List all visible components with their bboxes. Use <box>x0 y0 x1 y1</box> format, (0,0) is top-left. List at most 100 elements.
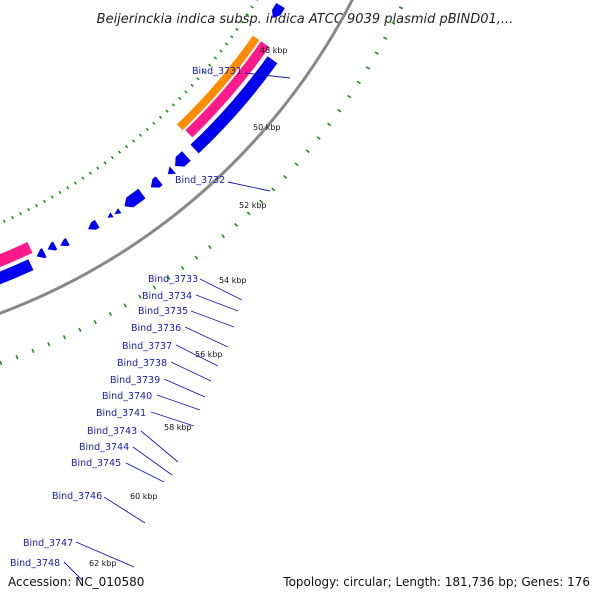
outer-tick <box>283 175 288 179</box>
inner-tick <box>43 199 46 203</box>
inner-tick <box>110 155 114 160</box>
gene-labels: Bind_3731 Bind_3732 Bind_3733 Bind_3734 … <box>10 66 242 569</box>
inner-tick <box>73 181 77 185</box>
gene-feature <box>150 176 163 188</box>
gene-label[interactable]: Bind_3741 <box>96 408 146 419</box>
outer-tick <box>271 187 276 192</box>
leader-line <box>156 394 201 411</box>
gene-label[interactable]: Bind_3737 <box>122 341 172 352</box>
leader-line <box>175 344 219 367</box>
outer-tick <box>15 354 19 360</box>
inner-tick <box>81 176 85 180</box>
inner-tick <box>184 90 188 94</box>
inner-tick <box>124 144 129 149</box>
gene-feature <box>107 212 114 218</box>
gene-feature <box>175 151 191 167</box>
outer-tick <box>138 294 142 299</box>
gene-label[interactable]: Bind_3734 <box>142 291 192 302</box>
gene-label[interactable]: Bind_3743 <box>87 426 137 437</box>
outer-tick <box>221 234 226 239</box>
gene-label[interactable]: Bind_3731 <box>192 66 242 77</box>
kbp-label: 54 kbp <box>219 276 247 285</box>
leader-line <box>132 446 173 476</box>
inner-tick <box>250 5 254 9</box>
gene-feature <box>124 188 146 208</box>
outer-tick <box>337 108 342 113</box>
gene-label[interactable]: Bind_3745 <box>71 458 121 469</box>
inner-tick <box>2 219 6 223</box>
kbp-label: 52 kbp <box>239 201 267 210</box>
outer-tick <box>207 245 212 250</box>
kbp-labels: 48 kbp 50 kbp 52 kbp 54 kbp 56 kbp 58 kb… <box>89 46 288 568</box>
gene-label[interactable]: Bind_3735 <box>138 306 188 317</box>
outer-tick <box>47 342 51 347</box>
leader-line <box>163 378 206 398</box>
outer-tick <box>246 211 251 216</box>
kbp-label: 56 kbp <box>195 350 223 359</box>
gene-label[interactable]: Bind_3732 <box>175 175 225 186</box>
kbp-label: 50 kbp <box>253 123 281 132</box>
inner-tick <box>219 49 223 53</box>
outer-tick <box>180 265 185 271</box>
features <box>0 2 285 285</box>
gene-label[interactable]: Bind_3744 <box>79 442 129 453</box>
inner-tick <box>171 103 176 107</box>
label-leaders <box>63 72 291 581</box>
inner-tick <box>235 27 239 31</box>
outer-tick <box>383 36 388 40</box>
outer-tick <box>398 6 404 10</box>
leader-line <box>150 411 195 427</box>
inner-tick <box>35 203 38 208</box>
outer-tick <box>123 303 127 308</box>
leader-line <box>184 326 229 348</box>
gene-feature <box>88 219 100 230</box>
inner-tick <box>50 195 54 199</box>
leader-line <box>75 541 135 568</box>
outer-tick <box>327 122 332 127</box>
tick-rings <box>0 0 404 366</box>
inner-tick <box>202 70 206 74</box>
gene-label[interactable]: Bind_3747 <box>23 538 73 549</box>
outer-tick <box>347 94 352 99</box>
backbone-arc <box>0 0 354 315</box>
inner-tick <box>88 171 92 175</box>
outer-tick <box>234 222 239 227</box>
inner-tick <box>145 127 149 132</box>
gene-label[interactable]: Bind_3733 <box>148 274 198 285</box>
gene-feature <box>60 238 70 247</box>
outer-tick <box>0 360 3 366</box>
inner-tick <box>245 13 249 17</box>
gene-feature <box>36 248 47 259</box>
gene-label[interactable]: Bind_3748 <box>10 558 60 569</box>
gene-label[interactable]: Bind_3739 <box>110 375 160 386</box>
leader-line <box>125 462 165 483</box>
inner-tick <box>224 42 229 46</box>
gene-feature <box>0 259 34 285</box>
inner-tick <box>19 211 22 216</box>
gene-feature <box>185 41 270 138</box>
outer-tick <box>108 311 113 317</box>
inner-tick <box>103 161 107 165</box>
leader-line <box>190 310 235 328</box>
gene-label[interactable]: Bind_3746 <box>52 491 102 502</box>
kbp-label: 60 kbp <box>130 492 158 501</box>
gene-label[interactable]: Bind_3738 <box>117 358 167 369</box>
leader-line <box>195 294 239 312</box>
inner-tick <box>96 166 100 170</box>
leader-line <box>244 72 291 79</box>
leader-line <box>140 430 179 463</box>
outer-tick <box>62 335 67 340</box>
gene-label[interactable]: Bind_3736 <box>131 323 181 334</box>
gene-label[interactable]: Bind_3740 <box>102 391 152 402</box>
kbp-label: 48 kbp <box>260 46 288 55</box>
kbp-label: 58 kbp <box>164 423 192 432</box>
outer-tick <box>194 255 199 260</box>
gene-feature <box>190 56 278 154</box>
outer-tick <box>294 162 299 167</box>
leader-line <box>199 278 243 301</box>
gene-feature <box>176 35 260 131</box>
inner-tick <box>208 63 212 67</box>
kbp-label: 62 kbp <box>89 559 117 568</box>
